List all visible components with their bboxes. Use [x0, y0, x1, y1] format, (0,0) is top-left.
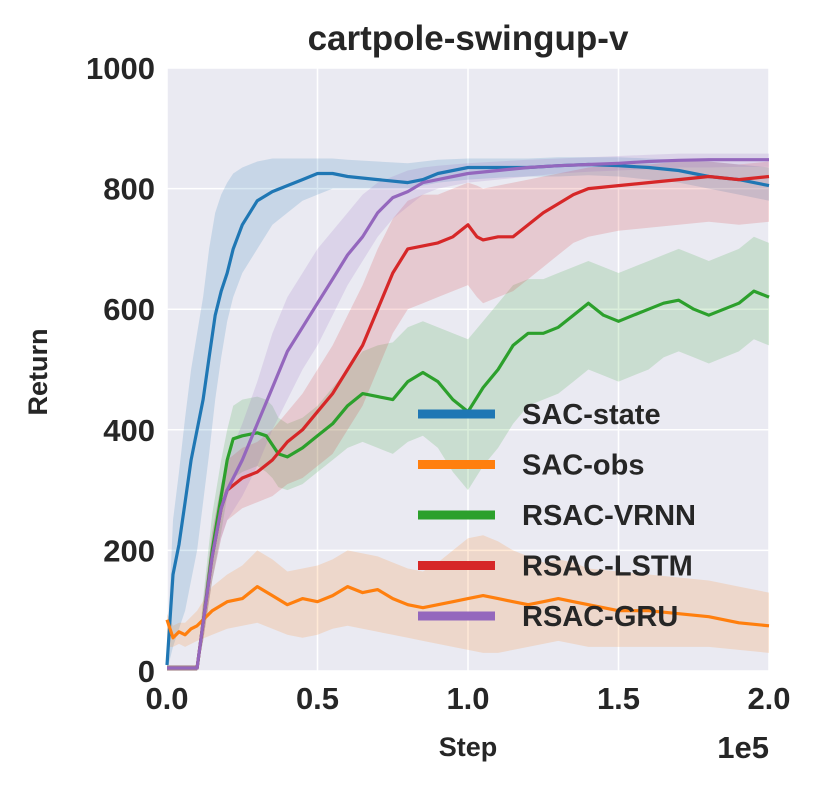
- x-tick-label: 1.0: [446, 681, 489, 716]
- confidence-bands: [167, 153, 769, 672]
- x-tick-label: 0.5: [296, 681, 339, 716]
- legend: SAC-state SAC-obs RSAC-VRNN RSAC-LSTM RSAC-G…: [418, 399, 696, 633]
- rsac-gru-line: [167, 158, 769, 670]
- y-axis-label: Return: [23, 329, 53, 416]
- y-tick-label: 400: [103, 413, 155, 448]
- y-tick-label: 200: [103, 533, 155, 568]
- rsac-vrnn-line: [167, 289, 770, 670]
- rsac-gru-legend-label: RSAC-GRU: [522, 601, 678, 633]
- rsac-vrnn-band: [167, 236, 769, 672]
- sac-obs-band: [167, 535, 769, 653]
- x-tick-label: 0.0: [145, 681, 188, 716]
- rsac-vrnn-legend-label: RSAC-VRNN: [522, 500, 696, 532]
- rsac-lstm-legend-label: RSAC-LSTM: [522, 551, 693, 583]
- x-tick-labels: 0.0 0.5 1.0 1.5 2.0: [145, 681, 790, 716]
- x-offset-label: 1e5: [717, 730, 769, 765]
- rsac-gru-band: [167, 153, 769, 672]
- sac-state-legend-label: SAC-state: [522, 399, 661, 431]
- sac-state-band: [167, 157, 769, 671]
- y-tick-labels: 0 200 400 600 800 1000: [86, 51, 155, 689]
- x-tick-label: 2.0: [747, 681, 790, 716]
- chart-title: cartpole-swingup-v: [308, 19, 629, 58]
- x-axis-label: Step: [439, 732, 498, 762]
- x-tick-label: 1.5: [597, 681, 640, 716]
- y-tick-label: 0: [138, 654, 155, 689]
- series-lines: [165, 158, 770, 670]
- sac-obs-legend-label: SAC-obs: [522, 450, 644, 482]
- y-tick-label: 800: [103, 172, 155, 207]
- y-tick-label: 600: [103, 292, 155, 327]
- rsac-lstm-band: [167, 161, 769, 671]
- sac-obs-line: [165, 584, 770, 640]
- y-tick-label: 1000: [86, 51, 155, 86]
